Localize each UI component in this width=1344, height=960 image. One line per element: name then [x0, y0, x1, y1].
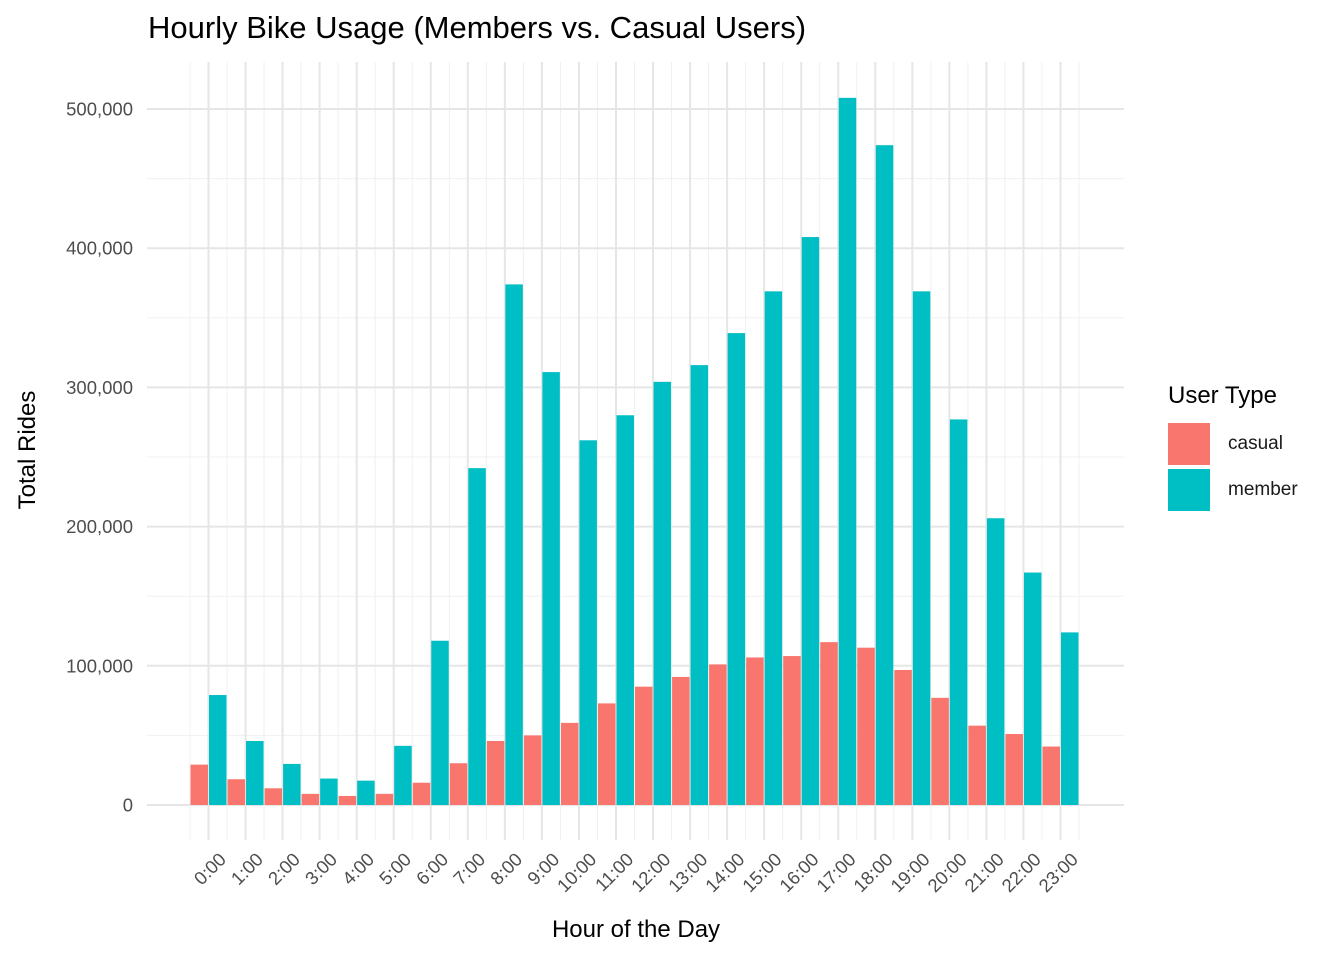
bar-member-16-00: [801, 237, 820, 806]
bar-casual-7-00: [449, 763, 468, 805]
bar-member-6-00: [431, 640, 449, 805]
bar-member-12-00: [653, 381, 672, 805]
x-axis-title: Hour of the Day: [551, 916, 721, 943]
x-tick-label: 19:00: [886, 849, 934, 897]
legend-swatch-casual: [1168, 423, 1210, 465]
legend-item-casual: casual: [1168, 422, 1298, 466]
legend-swatch-member: [1168, 469, 1210, 511]
bar-casual-17-00: [820, 642, 838, 805]
bar-casual-15-00: [746, 657, 764, 805]
grid-layer: [147, 62, 1124, 840]
legend-label-member: member: [1228, 479, 1298, 500]
legend-title: User Type: [1168, 382, 1277, 409]
bar-casual-14-00: [709, 664, 727, 805]
bar-member-22-00: [1023, 572, 1042, 805]
x-tick-label: 18:00: [849, 849, 897, 897]
bar-casual-9-00: [523, 735, 542, 805]
x-tick-label: 22:00: [997, 849, 1045, 897]
chart-title: Hourly Bike Usage (Members vs. Casual Us…: [148, 10, 807, 45]
bar-casual-19-00: [894, 669, 912, 805]
bar-member-4-00: [357, 780, 375, 805]
y-tick-label: 300,000: [66, 377, 133, 398]
bar-casual-0-00: [190, 764, 208, 805]
y-tick-label: 400,000: [66, 238, 133, 259]
x-tick-label: 23:00: [1034, 849, 1082, 897]
x-tick-label: 11:00: [591, 849, 638, 896]
bar-casual-11-00: [597, 703, 616, 805]
x-tick-label: 2:00: [264, 849, 304, 889]
bar-member-2-00: [283, 763, 301, 805]
bar-casual-16-00: [783, 656, 801, 805]
x-tick-label: 5:00: [375, 849, 415, 889]
y-tick-label: 200,000: [66, 516, 133, 537]
bar-member-11-00: [616, 415, 634, 805]
bar-member-23-00: [1061, 632, 1079, 805]
x-tick-label: 4:00: [338, 849, 378, 889]
bar-casual-3-00: [301, 793, 320, 805]
bar-member-9-00: [542, 372, 560, 805]
bar-member-20-00: [949, 419, 968, 805]
legend-label-casual: casual: [1228, 433, 1283, 454]
bar-casual-2-00: [264, 788, 283, 805]
bar-member-19-00: [912, 291, 931, 805]
bar-casual-23-00: [1042, 746, 1060, 805]
x-tick-label: 17:00: [812, 849, 860, 897]
bar-casual-5-00: [375, 793, 394, 805]
bar-member-18-00: [875, 145, 894, 805]
legend: User Type casual member: [1168, 382, 1298, 514]
y-axis-ticks: 0 100,000 200,000 300,000 400,000 500,000: [66, 99, 133, 816]
bar-casual-21-00: [968, 725, 986, 805]
x-tick-label: 15:00: [738, 849, 786, 897]
bar-member-10-00: [579, 440, 597, 805]
y-axis-title: Total Rides: [14, 390, 41, 510]
x-tick-label: 6:00: [412, 849, 452, 889]
bar-casual-8-00: [486, 740, 505, 805]
bar-member-5-00: [394, 745, 412, 805]
legend-item-member: member: [1168, 468, 1298, 512]
x-tick-label: 10:00: [553, 849, 601, 897]
bar-member-3-00: [320, 778, 338, 805]
bar-casual-1-00: [227, 779, 246, 805]
bar-member-13-00: [690, 365, 709, 805]
bar-casual-6-00: [412, 782, 431, 805]
x-tick-label: 14:00: [701, 849, 749, 897]
bar-member-8-00: [505, 284, 523, 806]
bar-member-1-00: [246, 740, 264, 805]
bar-member-0-00: [209, 695, 227, 805]
bar-member-17-00: [838, 97, 857, 805]
x-tick-label: 12:00: [627, 849, 675, 897]
x-tick-label: 16:00: [775, 849, 823, 897]
bar-casual-18-00: [857, 647, 875, 805]
bar-casual-12-00: [635, 686, 653, 805]
x-tick-label: 20:00: [923, 849, 971, 897]
x-tick-label: 21:00: [960, 849, 1008, 897]
x-tick-label: 8:00: [486, 849, 526, 889]
bar-casual-10-00: [560, 722, 579, 805]
x-tick-label: 13:00: [664, 849, 712, 897]
bar-casual-13-00: [672, 676, 690, 805]
bars-layer: [190, 97, 1079, 806]
y-tick-label: 500,000: [66, 99, 133, 120]
x-tick-label: 1:00: [227, 849, 267, 889]
bar-member-21-00: [986, 518, 1005, 805]
bar-member-14-00: [727, 333, 746, 805]
y-tick-label: 100,000: [66, 655, 133, 676]
bar-casual-4-00: [338, 795, 357, 805]
bar-member-15-00: [764, 291, 783, 805]
x-tick-label: 7:00: [449, 849, 489, 889]
y-tick-label: 0: [123, 795, 133, 816]
x-tick-label: 0:00: [190, 849, 230, 889]
bar-member-7-00: [468, 468, 486, 805]
bar-casual-22-00: [1005, 734, 1023, 805]
x-axis-ticks: 0:001:002:003:004:005:006:007:008:009:00…: [190, 849, 1082, 897]
bar-casual-20-00: [931, 697, 949, 805]
x-tick-label: 3:00: [301, 849, 341, 889]
